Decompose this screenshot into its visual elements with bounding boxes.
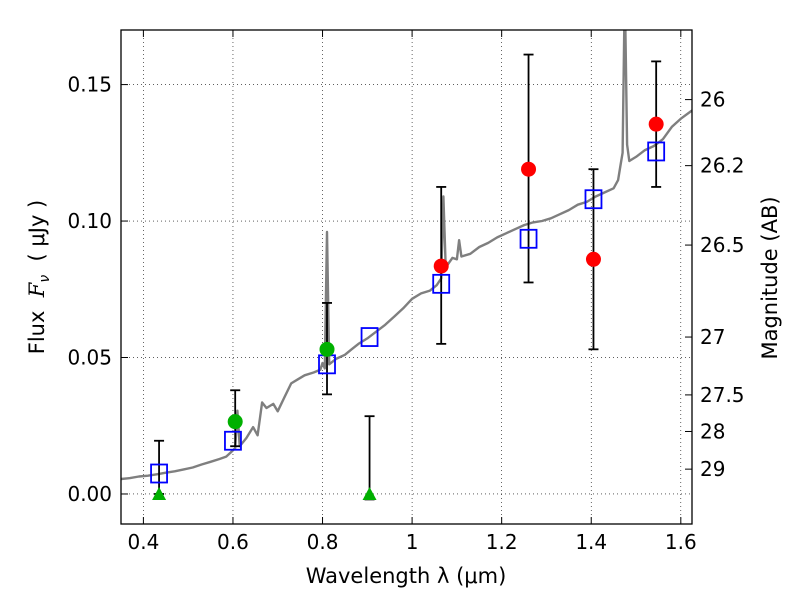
plot-area — [121, 30, 692, 501]
magnitude-tick-label: 27.5 — [700, 383, 745, 407]
x-tick-label: 0.6 — [217, 530, 249, 554]
x-axis-title: Wavelength λ (μm) — [306, 564, 507, 588]
model-flux-square — [150, 463, 168, 484]
observed-flux-red-point — [433, 258, 449, 274]
model-flux-square — [360, 327, 379, 347]
x-tick-label: 0.4 — [127, 530, 159, 554]
magnitude-tick-label: 29 — [700, 457, 725, 481]
magnitude-tick-label: 26.2 — [700, 154, 745, 178]
model-flux-square — [519, 228, 538, 249]
x-tick-label: 1.4 — [575, 530, 607, 554]
model-flux-square — [224, 430, 242, 451]
y-tick-label: 0.05 — [67, 346, 112, 370]
observed-flux-green-point — [319, 341, 335, 357]
magnitude-tick-label: 26.5 — [700, 233, 745, 257]
spectrum-line — [121, 30, 692, 481]
grid-lines — [121, 30, 692, 524]
plot-frame — [120, 29, 693, 525]
y-tick-label: 0.15 — [67, 73, 112, 97]
upper-limit-triangle — [362, 486, 377, 500]
axis-ticks: 0.4 0.6 0.8 1 1.2 1.4 1.6 0.00 0.05 0.10 0.15 26 26.… — [67, 30, 745, 554]
y-axis-title-symbol: F — [25, 281, 49, 298]
observed-flux-green-point — [227, 414, 243, 430]
x-tick-label: 0.8 — [307, 530, 339, 554]
magnitude-tick-label: 26 — [700, 88, 725, 112]
magnitude-tick-label: 27 — [700, 325, 725, 349]
y-axis-title-suffix: ( μJy ) — [25, 200, 49, 275]
x-tick-label: 1 — [406, 530, 419, 554]
magnitude-tick-label: 28 — [700, 419, 725, 443]
y-axis-title-prefix: Flux — [25, 297, 49, 354]
x-tick-label: 1.2 — [486, 530, 518, 554]
y-axis-title-right: Magnitude (AB) — [758, 196, 782, 359]
observed-flux-red-point — [585, 251, 601, 267]
y-tick-label: 0.00 — [67, 482, 112, 506]
observed-flux-red-point — [648, 116, 664, 132]
y-axis-title-subscript: ν — [37, 275, 53, 283]
upper-limit-triangle — [152, 486, 167, 500]
x-tick-label: 1.6 — [665, 530, 697, 554]
observed-flux-red-point — [521, 161, 537, 177]
model-flux-square — [584, 189, 603, 210]
y-axis-title-left: Flux Fν ( μJy ) — [25, 200, 53, 355]
model-flux-square — [432, 273, 451, 294]
y-tick-label: 0.10 — [67, 209, 112, 233]
model-flux-square — [647, 141, 666, 162]
